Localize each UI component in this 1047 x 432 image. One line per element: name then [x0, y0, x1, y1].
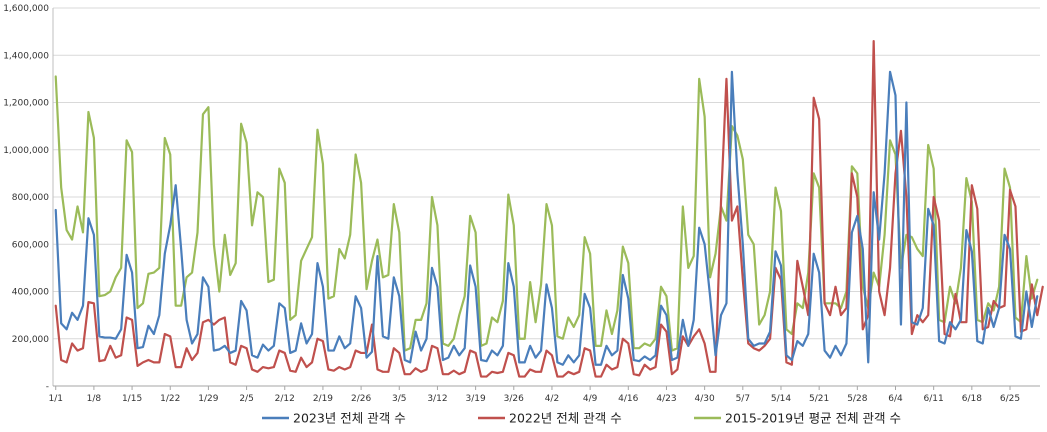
x-tick-label: 5/28 — [847, 394, 867, 404]
x-tick-label: 1/1 — [48, 394, 62, 404]
series-line-1 — [54, 39, 1044, 378]
x-tick-label: 4/2 — [545, 394, 559, 404]
y-tick-label: 800,000 — [12, 193, 49, 203]
x-tick-label: 5/21 — [809, 394, 829, 404]
x-tick-label: 4/23 — [656, 394, 676, 404]
x-tick-label: 3/12 — [427, 394, 447, 404]
x-tick-label: 1/22 — [160, 394, 180, 404]
series-lines — [54, 39, 1044, 378]
x-axis: 1/1 1/8 1/15 1/22 1/29 2/5 2/12 2/19 2/26 3/5 3/12… — [48, 385, 1040, 404]
x-tick-label: 5/14 — [771, 394, 791, 404]
legend-label-0: 2023년 전체 관객 수 — [293, 411, 406, 426]
y-tick-label: 1,200,000 — [3, 99, 49, 109]
x-tick-label: 1/8 — [87, 394, 102, 404]
x-tick-label: 6/18 — [962, 394, 982, 404]
x-tick-label: 3/19 — [466, 394, 486, 404]
y-axis: - 200,000 400,000 600,000 800,000 1,000,000 1,… — [3, 4, 54, 392]
y-tick-label: 1,400,000 — [3, 51, 49, 61]
x-tick-label: 6/11 — [924, 394, 944, 404]
x-tick-label: 3/26 — [504, 394, 524, 404]
x-tick-label: 2/5 — [239, 394, 253, 404]
legend: 2023년 전체 관객 수 2022년 전체 관객 수 2015-2019년 평균 … — [262, 411, 901, 426]
series-line-2 — [54, 75, 1039, 352]
y-tick-label: 400,000 — [12, 288, 49, 298]
y-tick-label: 1,000,000 — [3, 146, 49, 156]
x-tick-label: 4/30 — [695, 394, 715, 404]
x-tick-label: 3/5 — [392, 394, 406, 404]
y-tick-label: 600,000 — [12, 240, 49, 250]
x-tick-label: 5/7 — [736, 394, 750, 404]
x-tick-label: 6/4 — [888, 394, 903, 404]
x-tick-label: 4/16 — [618, 394, 638, 404]
y-tick-label: - — [46, 382, 49, 392]
y-tick-label: 1,600,000 — [3, 4, 49, 14]
x-tick-label: 2/19 — [313, 394, 333, 404]
x-tick-label: 2/26 — [351, 394, 371, 404]
x-tick-label: 4/9 — [583, 394, 598, 404]
legend-label-2: 2015-2019년 평균 전체 관객 수 — [725, 411, 901, 426]
x-tick-label: 1/15 — [122, 394, 142, 404]
gridlines — [53, 7, 1040, 387]
x-tick-label: 1/29 — [198, 394, 218, 404]
x-tick-label: 2/12 — [275, 394, 295, 404]
x-tick-label: 6/25 — [1000, 394, 1020, 404]
legend-label-1: 2022년 전체 관객 수 — [509, 411, 622, 426]
series-line-0 — [54, 70, 1039, 366]
y-tick-label: 200,000 — [12, 335, 49, 345]
